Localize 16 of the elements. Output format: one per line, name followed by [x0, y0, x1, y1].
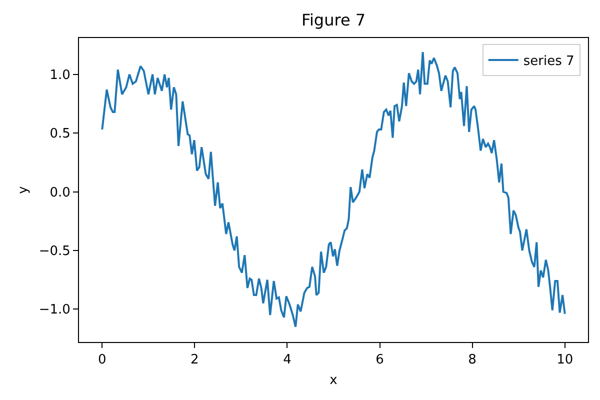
- chart-title: Figure 7: [301, 10, 366, 30]
- y-tick-label: 1.0: [50, 68, 70, 83]
- x-tick-label: 6: [376, 352, 384, 368]
- legend-label: series 7: [523, 54, 574, 70]
- y-tick-label: 0.0: [50, 185, 70, 200]
- y-axis-title: y: [16, 186, 31, 194]
- x-axis-title: x: [330, 373, 338, 388]
- x-tick-label: 8: [468, 352, 476, 368]
- y-tick-label: −0.5: [38, 244, 70, 259]
- y-tick-label: 0.5: [50, 126, 70, 142]
- x-tick-label: 10: [556, 352, 574, 368]
- line-series: [101, 51, 566, 328]
- x-tick-label: 0: [98, 352, 106, 368]
- y-tick-label: −1.0: [38, 302, 70, 318]
- x-tick-label: 2: [190, 352, 199, 368]
- x-tick-label: 4: [283, 352, 292, 368]
